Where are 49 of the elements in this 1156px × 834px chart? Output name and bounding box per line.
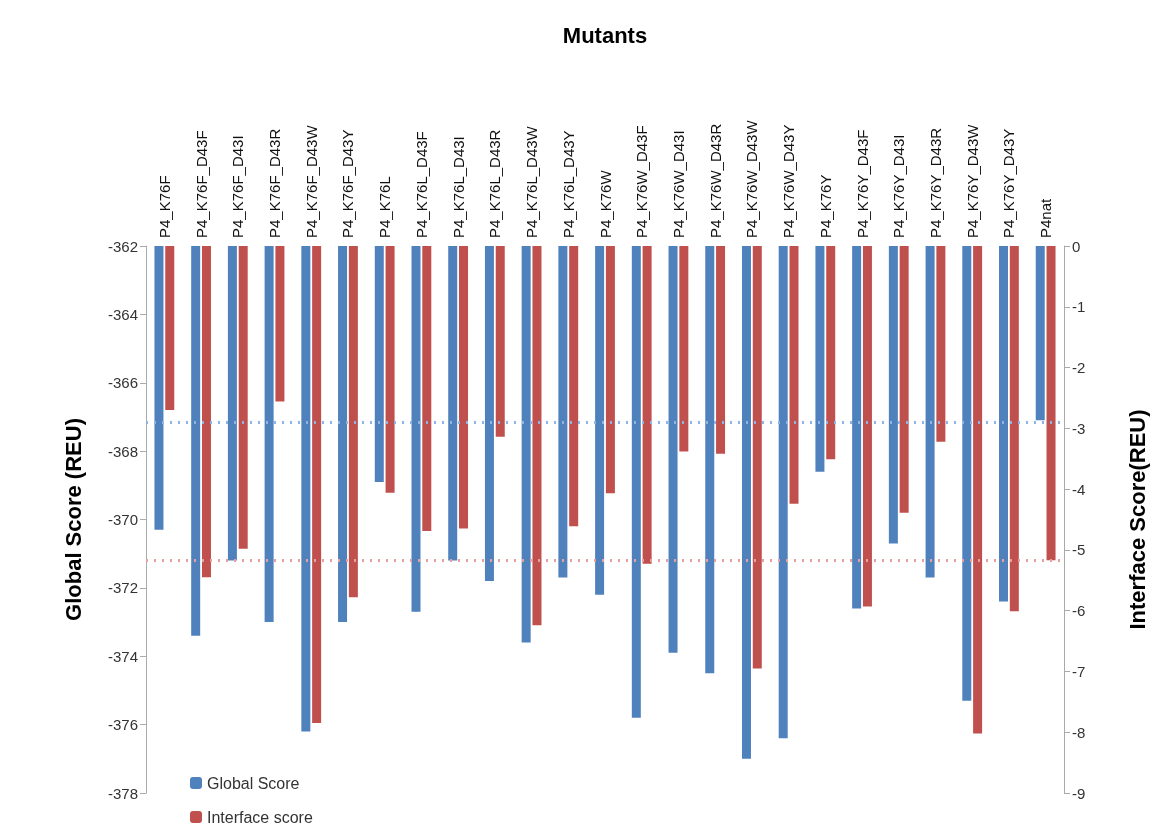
x-tick-label: P4nat (1037, 197, 1055, 238)
x-tick-label: P4_K76W_D43F (633, 125, 651, 238)
y-tick-label: -372 (107, 579, 138, 597)
y2-axis-title: Interface Score(REU) (1124, 409, 1150, 630)
y2-tick-label: -7 (1072, 662, 1086, 680)
x-tick-label: P4_K76W_D43W (743, 119, 761, 238)
y2-tick-label: -1 (1072, 298, 1086, 316)
y-axis-title: Global Score (REU) (60, 418, 86, 621)
x-axis-title: Mutants (562, 22, 648, 48)
y-tick-label: -370 (107, 511, 138, 528)
x-tick-label: P4_K76Y_D43I (890, 134, 908, 238)
y2-tick-label: -3 (1072, 419, 1086, 437)
x-tick-label: P4_K76L_D43Y (559, 130, 577, 238)
y-tick-label: -376 (107, 716, 138, 734)
y-tick-label: -368 (107, 442, 138, 460)
x-tick-label: P4_K76Y (816, 174, 834, 238)
y-tick-label: -364 (107, 305, 138, 323)
y2-tick-label: -2 (1072, 359, 1086, 377)
legend-label: Global Score (207, 774, 300, 792)
x-tick-label: P4_K76F_D43R (266, 128, 284, 238)
x-tick-label: P4_K76L_D43F (412, 131, 430, 238)
x-tick-label: P4_K76W_D43R (706, 123, 724, 238)
legend-label: Interface score (207, 808, 313, 826)
x-tick-label: P4_K76F (155, 175, 173, 238)
x-tick-label: P4_K76Y_D43R (926, 127, 944, 238)
x-tick-label: P4_K76Y_D43W (963, 123, 981, 238)
x-tick-label: P4_K76F_D43W (302, 124, 320, 238)
x-tick-label: P4_K76L_D43R (486, 129, 504, 238)
y2-tick-label: -8 (1072, 723, 1086, 741)
x-tick-label: P4_K76Y_D43F (853, 129, 871, 238)
y2-tick-label: -6 (1072, 602, 1086, 620)
x-tick-label: P4_K76L (376, 176, 394, 238)
y-tick-label: -362 (107, 237, 138, 255)
y-tick-label: -378 (107, 784, 138, 802)
x-tick-label: P4_K76L_D43I (449, 136, 467, 238)
x-tick-label: P4_K76F_D43Y (339, 129, 357, 238)
x-tick-label: P4_K76L_D43W (523, 125, 541, 238)
y2-tick-label: -9 (1072, 784, 1086, 802)
y2-tick-label: -5 (1072, 541, 1086, 559)
x-tick-label: P4_K76W_D43I (669, 130, 687, 238)
x-tick-label: P4_K76F_D43F (192, 130, 210, 238)
x-tick-label: P4_K76W (596, 169, 614, 238)
x-tick-label: P4_K76Y_D43Y (1000, 128, 1018, 238)
x-tick-label: P4_K76F_D43I (229, 135, 247, 238)
y-tick-label: -366 (107, 374, 138, 392)
y2-tick-label: 0 (1072, 237, 1081, 255)
x-tick-label: P4_K76W_D43Y (780, 124, 798, 238)
y-tick-label: -374 (107, 647, 138, 665)
y2-tick-label: -4 (1072, 480, 1086, 498)
